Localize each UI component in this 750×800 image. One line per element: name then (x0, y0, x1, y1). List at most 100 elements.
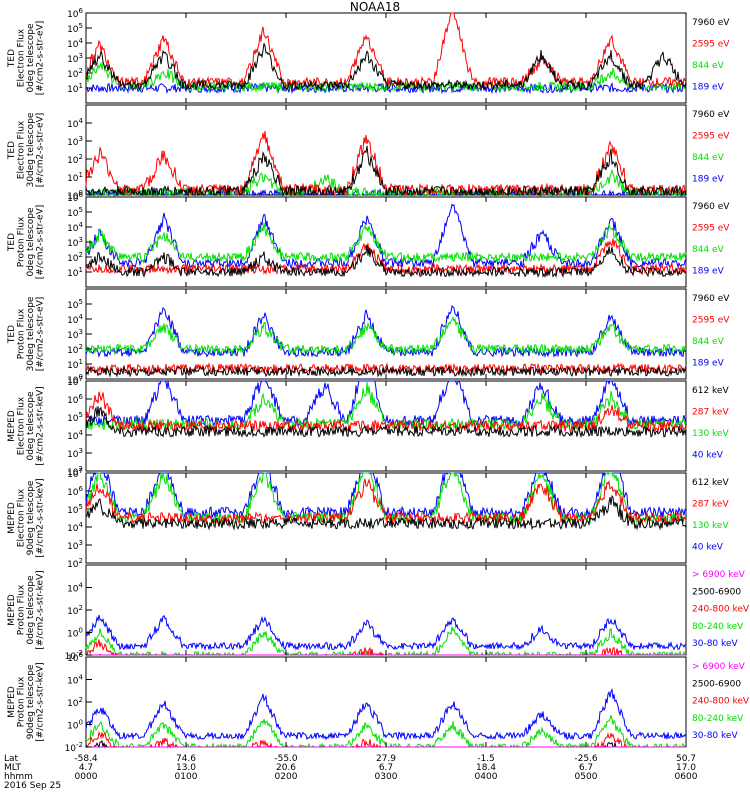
legend-entry: 287 keV (692, 499, 729, 509)
y-tick-label: 102 (67, 343, 83, 356)
legend-entry: 612 keV (692, 386, 729, 396)
legend-entry: 2595 eV (692, 131, 730, 141)
y-tick-label: 103 (67, 52, 83, 65)
y-tick-label: 105 (67, 298, 83, 311)
legend-entry: 40 keV (692, 542, 724, 552)
y-tick-label: 102 (67, 153, 83, 166)
axis-row-label: hhmm (4, 772, 33, 782)
axis-row-value: 20.6 (276, 763, 296, 773)
panel-1: 101 102 103 104 105 106 TEDElectron Flux0deg t… (7, 7, 730, 104)
legend-entry: 7960 eV (692, 294, 730, 304)
series-7960-ev (85, 244, 687, 279)
y-tick-label: 101 (67, 171, 83, 184)
y-tick-label: 102 (67, 465, 83, 478)
legend-entry: 189 eV (692, 82, 725, 92)
y-tick-label: 104 (67, 37, 83, 50)
axis-row-value: 50.7 (676, 754, 696, 764)
panel-frame (85, 656, 687, 748)
y-tick-label: 106 (67, 7, 83, 20)
legend-entry: 844 eV (692, 245, 725, 255)
y-tick-label: 104 (67, 521, 83, 534)
y-tick-label: 101 (67, 266, 83, 279)
y-tick-label: 107 (67, 375, 83, 388)
axis-row-value: 18.4 (476, 763, 496, 773)
series-40-kev (85, 471, 686, 520)
legend-entry: 2595 eV (692, 39, 730, 49)
y-tick-label: 106 (67, 485, 83, 498)
panel-3: 101 102 103 104 105 106 TEDProton Flux0deg tel… (7, 191, 730, 288)
series-30-80-kev (85, 687, 687, 741)
legend-entry: 2500-6900 (692, 587, 741, 597)
y-tick-label: 103 (67, 328, 83, 341)
y-tick-label: 104 (67, 582, 83, 595)
y-tick-label: 106 (67, 393, 83, 406)
y-tick-label: 102 (67, 67, 83, 80)
y-axis-label: TEDProton Flux30deg telescope[#/cm2-s-st… (7, 296, 46, 371)
axis-row-value: -25.6 (574, 754, 598, 764)
y-tick-label: 102 (67, 604, 83, 617)
y-tick-label: 104 (67, 429, 83, 442)
series-130-kev (85, 382, 687, 432)
axis-row-value: 0000 (75, 772, 98, 782)
panel-7: 10-2 100 102 104 MEPEDProton Flux0deg telesc… (7, 564, 750, 662)
y-tick-label: 104 (67, 221, 83, 234)
series-844-ev (85, 222, 687, 264)
series-844-ev (85, 315, 687, 356)
y-axis-label: TEDProton Flux0deg telescope[#/cm2-s-str… (7, 205, 46, 280)
legend-entry: 7960 eV (692, 202, 730, 212)
y-axis-label: MEPEDElectron Flux90deg telescope[#/cm2-… (7, 478, 46, 557)
y-tick-label: 105 (67, 206, 83, 219)
axis-row-value: -1.5 (477, 754, 495, 764)
axis-row-value: 74.6 (176, 754, 196, 764)
axis-row-value: 0300 (375, 772, 398, 782)
y-tick-label: 106 (67, 191, 83, 204)
y-tick-label: 103 (67, 447, 83, 460)
axis-row-label: Lat (4, 754, 19, 764)
y-tick-label: 104 (67, 117, 83, 130)
axis-row-value: 4.7 (79, 763, 93, 773)
y-tick-label: 104 (67, 313, 83, 326)
legend-entry: 189 eV (692, 358, 725, 368)
series-7960-ev (85, 43, 687, 91)
y-tick-label: 102 (67, 251, 83, 264)
panel-4: 100 101 102 103 104 105 TEDProton Flux30deg te… (7, 288, 730, 386)
y-tick-label: 105 (67, 411, 83, 424)
axis-row-value: 0400 (475, 772, 498, 782)
legend-entry: 2595 eV (692, 223, 730, 233)
legend-entry: 844 eV (692, 153, 725, 163)
y-tick-label: 103 (67, 236, 83, 249)
y-tick-label: 100 (67, 189, 83, 202)
y-tick-label: 100 (67, 719, 83, 732)
y-tick-label: 10-2 (65, 649, 83, 662)
y-tick-label: 106 (67, 651, 83, 664)
y-tick-label: 101 (67, 358, 83, 371)
series-287-kev (85, 478, 687, 525)
y-tick-label: 101 (67, 82, 83, 95)
y-axis-label: TEDElectron Flux0deg telescope[#/cm2-s-s… (7, 21, 46, 96)
y-axis-label: TEDElectron Flux30deg telescope[#/cm2-s-… (7, 112, 46, 187)
legend-entry: 130 keV (692, 521, 729, 531)
y-axis-label: MEPEDProton Flux0deg telescope[#/cm2-s-s… (7, 570, 46, 649)
y-tick-label: 103 (67, 135, 83, 148)
axis-row-value: 0200 (275, 772, 298, 782)
axis-row-value: 0500 (575, 772, 598, 782)
legend-entry: 189 eV (692, 266, 725, 276)
y-tick-label: 100 (67, 373, 83, 386)
legend-entry: 844 eV (692, 61, 725, 71)
y-tick-label: 102 (67, 557, 83, 570)
panel-2: 100 101 102 103 104 TEDElectron Flux30deg tel… (7, 104, 730, 202)
panel-5: 102 103 104 105 106 107 MEPEDElectron Flux0deg… (7, 375, 729, 478)
y-tick-label: 10-2 (65, 741, 83, 754)
axis-row-label: MLT (4, 763, 22, 773)
series-2595-ev (85, 362, 687, 375)
series-30-80-kev (85, 614, 687, 652)
legend-entry: 844 eV (692, 337, 725, 347)
series-2595-ev (85, 12, 687, 89)
series-189-ev (85, 304, 687, 358)
legend-entry: 2595 eV (692, 315, 730, 325)
legend-entry: 2500-6900 (692, 679, 741, 689)
y-tick-label: 102 (67, 696, 83, 709)
y-tick-label: 105 (67, 503, 83, 516)
panel-6: 102 103 104 105 106 107 MEPEDElectron Flux90de… (7, 467, 729, 570)
